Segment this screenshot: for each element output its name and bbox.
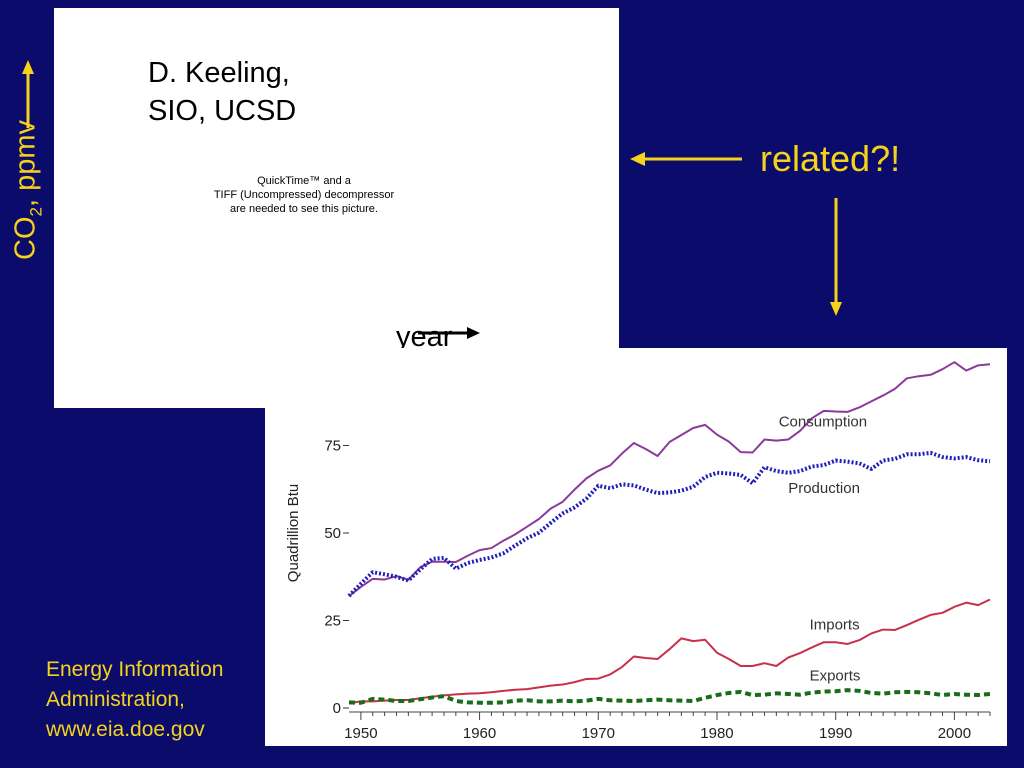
keeling-credit-line: SIO, UCSD bbox=[148, 95, 297, 127]
series-line-imports bbox=[348, 598, 991, 705]
series-label-production: Production bbox=[788, 480, 860, 497]
energy-chart: 0 25 50 75 1950 1960 1970 1980 1990 2000 Quadrilli… bbox=[265, 348, 1007, 746]
arrow-up-icon bbox=[22, 60, 34, 128]
x-tick-label: 1990 bbox=[819, 725, 852, 742]
series-line-exports bbox=[348, 688, 991, 705]
energy-chart-svg: 0 25 50 75 1950 1960 1970 1980 1990 2000 Quadrilli… bbox=[285, 361, 991, 742]
x-tick-label: 2000 bbox=[938, 725, 971, 742]
keeling-panel: D. Keeling, SIO, UCSD QuickTime™ and a T… bbox=[54, 8, 619, 408]
arrow-right-icon bbox=[418, 327, 480, 339]
eia-credit-line: Energy Information bbox=[46, 658, 224, 681]
y-tick-label: 50 bbox=[324, 525, 341, 542]
placeholder-line: TIFF (Uncompressed) decompressor bbox=[213, 189, 395, 201]
year-axis-label: year bbox=[396, 321, 453, 353]
keeling-credit: D. Keeling, SIO, UCSD bbox=[148, 54, 296, 130]
placeholder-line: QuickTime™ and a bbox=[257, 175, 351, 187]
arrow-left-icon bbox=[630, 152, 742, 166]
y-tick-label: 25 bbox=[324, 613, 341, 630]
y-tick-label: 75 bbox=[324, 438, 341, 455]
x-tick-label: 1950 bbox=[344, 725, 377, 742]
eia-credit: Energy Information Administration, www.e… bbox=[46, 655, 223, 745]
related-label: related?! bbox=[760, 138, 901, 179]
series-line-consumption bbox=[348, 361, 991, 597]
series-label-exports: Exports bbox=[810, 668, 861, 685]
eia-credit-line: Administration, bbox=[46, 688, 185, 711]
keeling-credit-line: D. Keeling, bbox=[148, 57, 290, 89]
arrow-down-icon bbox=[830, 198, 842, 316]
placeholder-line: are needed to see this picture. bbox=[230, 203, 378, 215]
x-tick-label: 1970 bbox=[582, 725, 615, 742]
y-tick-label: 0 bbox=[333, 700, 341, 717]
x-tick-label: 1980 bbox=[700, 725, 733, 742]
eia-credit-line: www.eia.doe.gov bbox=[46, 718, 205, 741]
image-placeholder-message: QuickTime™ and a TIFF (Uncompressed) dec… bbox=[184, 174, 424, 216]
x-tick-label: 1960 bbox=[463, 725, 496, 742]
series-label-imports: Imports bbox=[810, 616, 860, 633]
series-label-consumption: Consumption bbox=[779, 414, 867, 431]
y-axis-label: Quadrillion Btu bbox=[285, 484, 302, 582]
